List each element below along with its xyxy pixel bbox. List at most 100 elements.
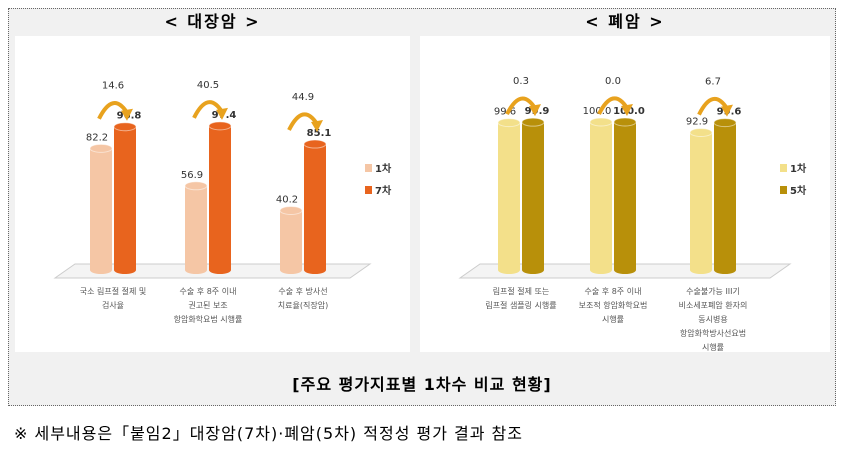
bar [613, 117, 637, 274]
increase-arrow-icon [192, 100, 224, 119]
category-label: 시행률 [602, 314, 624, 324]
data-label: 40.2 [276, 195, 298, 206]
bar [303, 139, 327, 274]
chart-title: < 대장암 > [164, 12, 261, 31]
bar-body [304, 144, 326, 270]
category-label: 림프절 절제 또는 [493, 286, 550, 296]
category-label: 보조적 항암화학요법 [579, 300, 648, 310]
bar-cap [208, 121, 232, 131]
arrow-head-icon [216, 107, 228, 120]
bar-cap [521, 117, 545, 127]
difference-label: 6.7 [705, 77, 721, 88]
bar-body [690, 132, 712, 270]
data-label: 56.9 [181, 170, 203, 181]
bar [689, 128, 713, 274]
arrow-head-icon [121, 108, 133, 121]
figure-caption: [주요 평가지표별 1차수 비교 현황] [292, 375, 552, 394]
category-label: 림프절 샘플링 시행률 [485, 300, 556, 310]
arrow-head-icon [529, 104, 541, 117]
bar-base [280, 266, 302, 274]
bar-base [590, 266, 612, 274]
bar-base [304, 266, 326, 274]
difference-label: 40.5 [197, 80, 219, 91]
category-label: 수술 후 8주 이내 [180, 286, 237, 296]
bar-body [522, 122, 544, 270]
bar [521, 117, 545, 274]
bar [89, 143, 113, 274]
chart-title: < 폐암 > [585, 12, 665, 31]
bar-body [614, 122, 636, 270]
bar-base [690, 266, 712, 274]
increase-arrow-icon [97, 101, 129, 120]
category-label: 수술 후 8주 이내 [585, 286, 642, 296]
category-label: 검사율 [102, 300, 124, 310]
bar-body [498, 122, 520, 270]
bar-base [522, 266, 544, 274]
bar [113, 122, 137, 274]
bar-cap [613, 117, 637, 127]
arrow-head-icon [311, 120, 323, 132]
legend-label: 1차 [790, 162, 807, 175]
bar [208, 121, 232, 274]
bar [713, 118, 737, 274]
bar-base [114, 266, 136, 274]
bar-cap [113, 122, 137, 132]
bar-base [185, 266, 207, 274]
bar-base [714, 266, 736, 274]
data-label: 82.2 [86, 132, 108, 143]
legend-swatch [365, 186, 372, 194]
bar-body [209, 125, 231, 271]
bar-base [90, 266, 112, 274]
category-label: 국소 림프절 절제 및 [80, 286, 147, 296]
bar-body [280, 210, 302, 270]
arrow-head-icon [621, 104, 633, 116]
increase-arrow-icon [505, 96, 537, 116]
bar-body [590, 122, 612, 270]
bar-cap [279, 206, 303, 216]
bar-body [714, 122, 736, 270]
bar-base [614, 266, 636, 274]
bar-cap [89, 143, 113, 153]
bar-body [90, 148, 112, 270]
difference-label: 14.6 [102, 81, 124, 92]
bar-cap [184, 181, 208, 191]
bar-base [498, 266, 520, 274]
category-label: 항암화학요법 시행률 [174, 314, 243, 324]
category-label: 치료율(직장암) [278, 300, 328, 310]
bar-cap [689, 128, 713, 138]
arrow-head-icon [721, 104, 733, 117]
legend-swatch [780, 186, 787, 194]
increase-arrow-icon [697, 97, 729, 116]
data-label: 100.0 [583, 106, 612, 117]
bar [589, 117, 613, 274]
bar-cap [713, 118, 737, 128]
category-label: 수술 후 방사선 [278, 286, 327, 296]
difference-label: 0.0 [605, 76, 621, 87]
category-label: 항암화학방사선요법 [680, 328, 746, 338]
legend-label: 1차 [375, 162, 392, 175]
bar-body [185, 185, 207, 270]
bar [279, 206, 303, 274]
category-label: 수술불가능 III기 [686, 286, 740, 296]
bar [497, 118, 521, 274]
data-label: 92.9 [686, 117, 708, 128]
category-label: 시행률 [702, 342, 724, 352]
increase-arrow-icon [597, 96, 629, 115]
increase-arrow-icon [287, 112, 319, 131]
colorectal-chart: < 대장암 > 82.296.814.6국소 림프절 절제 및검사율56.997… [15, 12, 410, 352]
data-label: 99.6 [494, 107, 516, 118]
category-label: 권고된 보조 [188, 300, 227, 310]
legend-label: 7차 [375, 184, 392, 197]
legend-label: 5차 [790, 184, 807, 197]
bar-body [114, 126, 136, 271]
chart-svg: 82.296.814.6국소 림프절 절제 및검사율56.997.440.5수술… [53, 80, 392, 324]
category-label: 비소세포폐암 환자의 [679, 300, 748, 310]
legend-swatch [780, 164, 787, 172]
bar-cap [497, 118, 521, 128]
bar-base [209, 266, 231, 274]
bar-cap [589, 117, 613, 127]
data-label: 85.1 [307, 128, 332, 139]
footnote: ※ 세부내용은「붙임2」대장암(7차)·폐암(5차) 적정성 평가 결과 참조 [14, 424, 523, 443]
